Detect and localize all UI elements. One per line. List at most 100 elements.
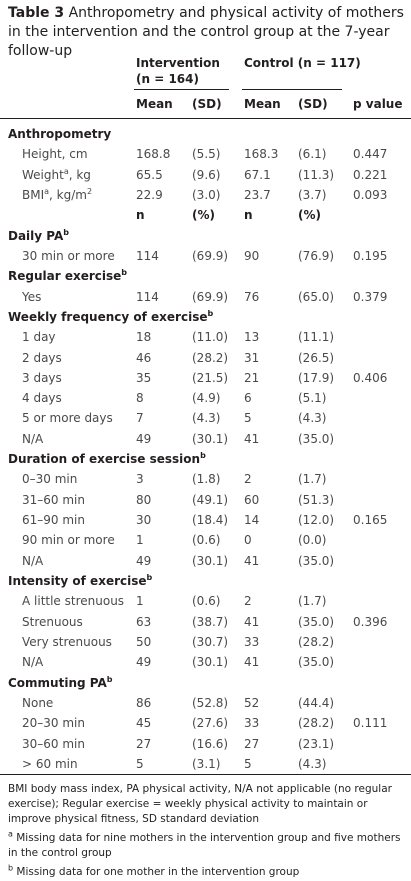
label-text: 31–60 min bbox=[22, 492, 85, 507]
label-text: Intensity of exercise bbox=[8, 574, 147, 589]
row-label: Height, cm bbox=[22, 146, 88, 162]
superscript: b bbox=[8, 863, 14, 873]
cell: 86 bbox=[136, 695, 152, 710]
table-title: Table 3 Anthropometry and physical activ… bbox=[8, 4, 408, 61]
cell: (69.9) bbox=[192, 248, 229, 263]
cell: (35.0) bbox=[298, 553, 335, 568]
cell: 13 bbox=[244, 330, 260, 345]
cell: 8 bbox=[136, 391, 144, 406]
footnote-text: Missing data for nine mothers in the int… bbox=[8, 832, 401, 859]
cell: 46 bbox=[136, 350, 152, 365]
cell: 23.7 bbox=[244, 187, 271, 202]
row-label: N/A bbox=[22, 654, 43, 670]
row-label: 4 days bbox=[22, 390, 62, 406]
cell: 30 bbox=[136, 513, 152, 528]
cell: 76 bbox=[244, 289, 260, 304]
footnote: a Missing data for nine mothers in the i… bbox=[8, 830, 404, 861]
label-text: 3 days bbox=[22, 370, 62, 385]
label-text: N/A bbox=[22, 553, 44, 568]
cell: 2 bbox=[244, 594, 252, 609]
cell: (21.5) bbox=[192, 370, 229, 385]
cell: (4.3) bbox=[298, 756, 327, 771]
label-text: , kg/m bbox=[49, 187, 87, 202]
p-value: 0.111 bbox=[353, 716, 388, 731]
section-label: Weekly frequency of exerciseb bbox=[8, 309, 213, 325]
section-label: Commuting PAb bbox=[8, 675, 112, 691]
rule bbox=[134, 89, 229, 90]
row-label: BMIa, kg/m2 bbox=[22, 187, 92, 203]
cell: (0.0) bbox=[298, 533, 327, 548]
row-label: > 60 min bbox=[22, 756, 78, 772]
cell: 90 bbox=[244, 248, 260, 263]
cell: 5 bbox=[244, 411, 252, 426]
cell: (35.0) bbox=[298, 431, 335, 446]
p-value: 0.447 bbox=[353, 147, 388, 162]
row-label: 5 or more days bbox=[22, 410, 113, 426]
footnote-text: BMI body mass index, PA physical activit… bbox=[8, 783, 392, 825]
cell: (52.8) bbox=[192, 695, 229, 710]
superscript: b bbox=[146, 573, 153, 583]
row-label: 31–60 min bbox=[22, 492, 85, 508]
superscript: b bbox=[207, 308, 214, 318]
cell: 45 bbox=[136, 716, 152, 731]
row-label: Weighta, kg bbox=[22, 167, 91, 183]
cell: 3 bbox=[136, 472, 144, 487]
cell: (4.3) bbox=[298, 411, 327, 426]
cell: (38.7) bbox=[192, 614, 229, 629]
cell: (30.1) bbox=[192, 655, 229, 670]
subheader: n bbox=[244, 208, 253, 223]
label-text: A little strenuous bbox=[22, 594, 125, 609]
p-value: 0.221 bbox=[353, 167, 388, 182]
p-value: 0.379 bbox=[353, 289, 388, 304]
label-text: Very strenuous bbox=[22, 635, 112, 649]
rule bbox=[242, 89, 342, 90]
cell: (3.1) bbox=[192, 756, 221, 771]
cell: 21 bbox=[244, 370, 260, 385]
cell: (76.9) bbox=[298, 248, 335, 263]
cell: 168.3 bbox=[244, 147, 279, 162]
cell: (1.7) bbox=[298, 594, 327, 609]
cell: (30.7) bbox=[192, 635, 229, 649]
label-text: 61–90 min bbox=[22, 513, 85, 528]
cell: 0 bbox=[244, 533, 252, 548]
cell: (3.7) bbox=[298, 187, 327, 202]
cell: (11.0) bbox=[192, 330, 229, 345]
cell: 2 bbox=[244, 472, 252, 487]
table-label: Table 3 bbox=[8, 5, 65, 21]
superscript: a bbox=[63, 166, 69, 176]
cell: (4.3) bbox=[192, 411, 221, 426]
row-label: 0–30 min bbox=[22, 471, 77, 487]
subheader: (%) bbox=[192, 208, 215, 223]
label-text: Daily PA bbox=[8, 228, 64, 243]
cell: 49 bbox=[136, 655, 152, 670]
cell: (44.4) bbox=[298, 695, 335, 710]
cell: 5 bbox=[244, 756, 252, 771]
cell: 33 bbox=[244, 635, 260, 649]
label-text: Height, cm bbox=[22, 147, 88, 162]
column-header: Mean bbox=[136, 97, 173, 111]
footnote-text: Missing data for one mother in the inter… bbox=[13, 866, 300, 878]
cell: (30.1) bbox=[192, 553, 229, 568]
cell: 41 bbox=[244, 431, 260, 446]
label-text: Duration of exercise session bbox=[8, 452, 201, 467]
p-value: 0.396 bbox=[353, 614, 388, 629]
cell: (65.0) bbox=[298, 289, 335, 304]
label-text: BMI bbox=[22, 187, 45, 202]
superscript: b bbox=[200, 451, 206, 461]
label-text: Commuting PA bbox=[8, 675, 107, 690]
label-text: 1 day bbox=[22, 330, 56, 345]
column-header: (SD) bbox=[192, 97, 222, 111]
row-label: 90 min or more bbox=[22, 532, 115, 548]
cell: (28.2) bbox=[192, 350, 229, 365]
label-text: Weekly frequency of exercise bbox=[8, 309, 208, 324]
section-label: Daily PAb bbox=[8, 228, 69, 244]
superscript: a bbox=[44, 186, 50, 196]
rule bbox=[0, 774, 411, 775]
label-text: 4 days bbox=[22, 391, 62, 406]
row-label: N/A bbox=[22, 553, 43, 569]
label-text: 20–30 min bbox=[22, 716, 85, 731]
footnote: BMI body mass index, PA physical activit… bbox=[8, 782, 404, 827]
cell: 31 bbox=[244, 350, 260, 365]
cell: (28.2) bbox=[298, 635, 335, 649]
cell: (17.9) bbox=[298, 370, 335, 385]
